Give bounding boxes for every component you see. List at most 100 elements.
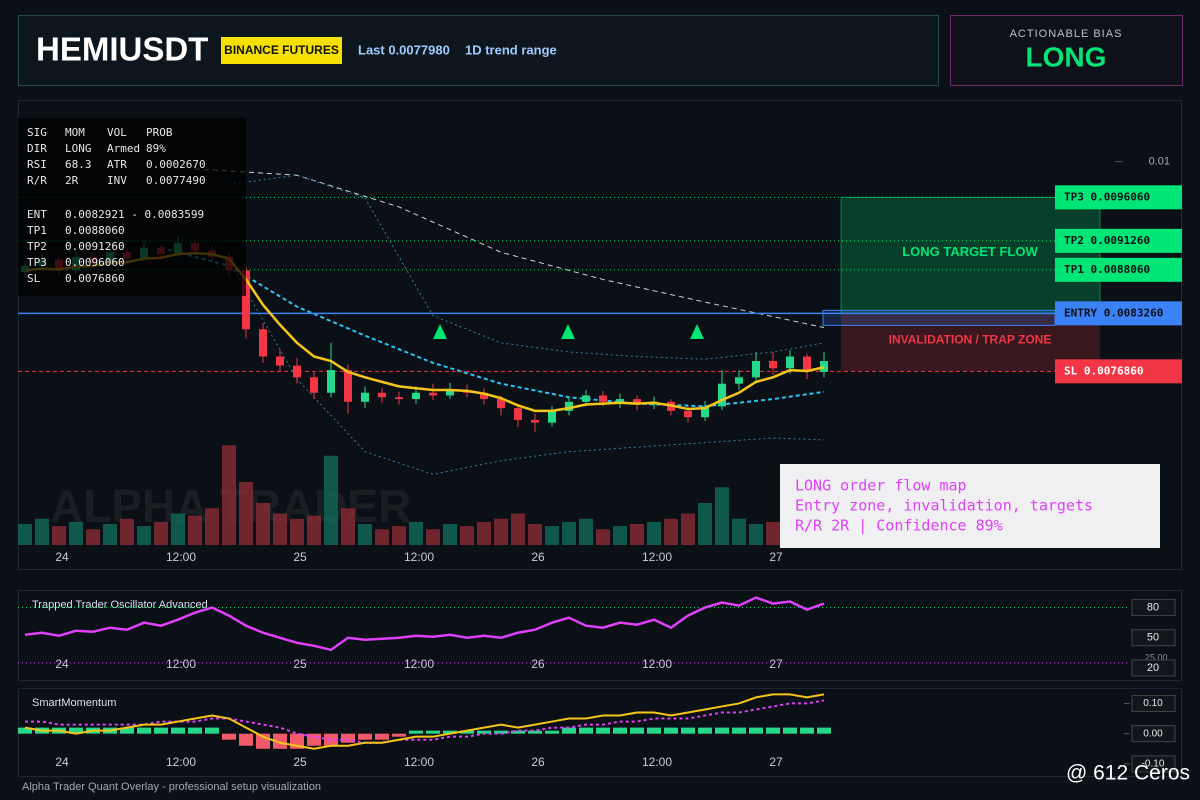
long-ma <box>194 168 825 328</box>
momentum-bar <box>137 727 151 734</box>
stats-level: 0.0091260 <box>65 240 125 253</box>
momentum-bar <box>273 733 287 749</box>
x-tick-label: 25 <box>293 550 307 564</box>
volume-bar <box>324 455 338 545</box>
note-box <box>780 464 1160 548</box>
candle-body <box>446 390 454 396</box>
footer: Alpha Trader Quant Overlay - professiona… <box>22 781 321 793</box>
momentum-bar <box>528 730 542 734</box>
volume-bar <box>341 508 355 545</box>
momentum-bar <box>120 727 134 734</box>
candle-body <box>582 395 590 402</box>
volume-bar <box>528 524 542 545</box>
level-tag-label: TP1 0.0088060 <box>1064 263 1150 276</box>
x-tick-label: 12:00 <box>404 550 434 564</box>
x-tick-label: 24 <box>55 657 69 671</box>
stats-cell: LONG <box>65 142 92 155</box>
tick-box <box>1131 599 1176 617</box>
momentum-line <box>24 693 825 750</box>
volume-bar <box>715 487 729 545</box>
momentum-bar <box>647 727 661 734</box>
volume-bar <box>86 529 100 545</box>
x-tick-label: 26 <box>531 550 545 564</box>
stats-level: 0.0076860 <box>65 272 125 285</box>
candle-body <box>395 397 403 400</box>
stats-level: TP2 <box>27 240 47 253</box>
volume-bar <box>409 521 423 545</box>
momentum-bar <box>579 727 593 734</box>
stats-cell: 89% <box>146 142 166 155</box>
x-tick-label: 12:00 <box>642 657 672 671</box>
bias-box <box>950 15 1183 86</box>
stats-cell: VOL <box>107 126 127 139</box>
x-tick-label: 26 <box>531 657 545 671</box>
candle-body <box>769 361 777 369</box>
tick-box <box>1131 629 1176 647</box>
momentum-bar <box>664 727 678 734</box>
trap-zone-label: INVALIDATION / TRAP ZONE <box>889 333 1052 347</box>
momentum-bar <box>613 727 627 734</box>
stats-level: 0.0096060 <box>65 256 125 269</box>
volume-bar <box>205 508 219 545</box>
momentum-tick-label: -0.10 <box>1142 759 1165 770</box>
stats-level: 0.0082921 - 0.0083599 <box>65 208 204 221</box>
stats-cell: 0.0077490 <box>146 174 206 187</box>
candle-body <box>633 399 641 405</box>
volume-bar <box>579 518 593 545</box>
volume-bar <box>613 526 627 545</box>
candle-body <box>531 419 539 423</box>
volume-bar <box>290 518 304 545</box>
level-tag-label: TP3 0.0096060 <box>1064 190 1150 203</box>
stats-cell: PROB <box>146 126 173 139</box>
x-tick-label: 25 <box>293 657 307 671</box>
stats-level: TP3 <box>27 256 47 269</box>
candle-body <box>820 361 828 372</box>
candle-body <box>412 392 420 400</box>
momentum-bar <box>171 727 185 734</box>
candle-body <box>565 401 573 411</box>
level-tag <box>1055 257 1182 282</box>
level-tag <box>1055 359 1182 384</box>
tick-box <box>1131 694 1176 712</box>
x-tick-label: 12:00 <box>404 657 434 671</box>
stats-cell: 2R <box>65 174 79 187</box>
candle-body <box>803 356 811 372</box>
x-tick-label: 12:00 <box>642 755 672 769</box>
tick-box <box>1131 659 1176 677</box>
volume-bar <box>307 515 321 545</box>
x-tick-label: 12:00 <box>166 550 196 564</box>
volume-bar <box>120 518 134 545</box>
momentum-bar <box>307 733 321 746</box>
volume-bar <box>392 526 406 545</box>
volume-bar <box>494 518 508 545</box>
exchange-badge <box>221 37 342 64</box>
volume-bar <box>664 518 678 545</box>
momentum-tick-label: 0.10 <box>1143 698 1163 709</box>
last-price: Last 0.0077980 <box>358 42 450 57</box>
range: 1D trend range <box>465 42 557 57</box>
stats-level: ENT <box>27 208 47 221</box>
momentum-bar <box>630 727 644 734</box>
volume-bar <box>188 515 202 545</box>
candle-body <box>327 370 335 393</box>
level-tag-label: ENTRY 0.0083260 <box>1064 306 1163 319</box>
volume-bar <box>766 521 780 545</box>
volume-bar <box>545 526 559 545</box>
stats-cell: 0.0002670 <box>146 158 206 171</box>
momentum-bar <box>800 727 814 734</box>
volume-bar <box>52 526 66 545</box>
momentum-bar <box>409 730 423 734</box>
oscillator-tick-label: 20 <box>1147 662 1159 674</box>
level-tag <box>1055 185 1182 210</box>
stats-cell: ATR <box>107 158 127 171</box>
x-tick-label: 12:00 <box>642 550 672 564</box>
x-tick-label: 27 <box>769 755 783 769</box>
volume-bar <box>460 526 474 545</box>
x-tick-label: 26 <box>531 755 545 769</box>
candle-body <box>514 408 522 420</box>
stats-cell: INV <box>107 174 127 187</box>
basis <box>160 246 825 408</box>
candle-body <box>497 399 505 409</box>
candle-body <box>378 392 386 398</box>
